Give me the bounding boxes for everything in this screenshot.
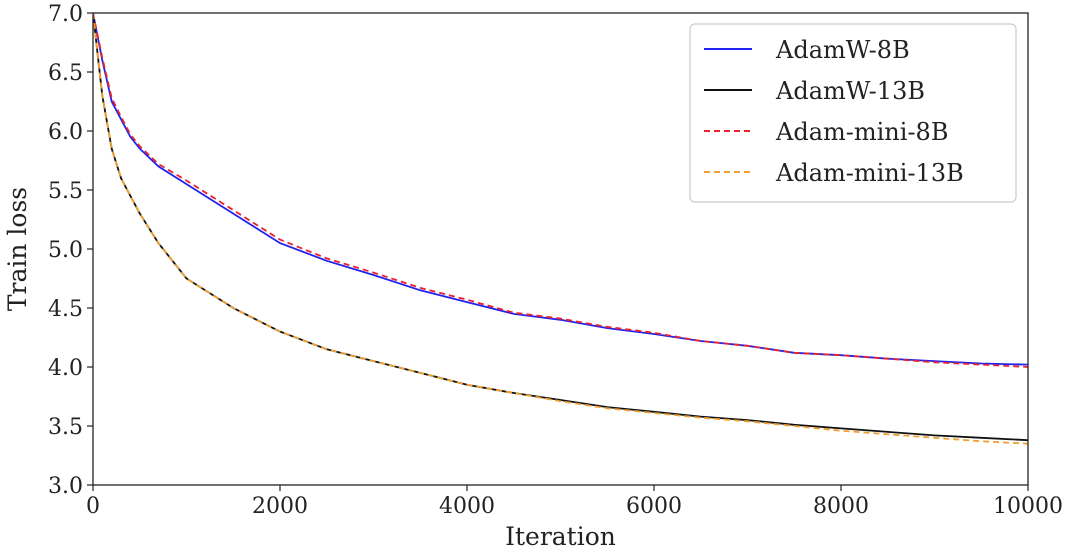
x-tick-label: 6000	[626, 494, 682, 519]
y-tick-label: 6.5	[48, 61, 83, 86]
legend-label: AdamW-13B	[775, 77, 925, 105]
y-tick-label: 4.5	[48, 297, 83, 322]
y-tick-label: 3.0	[48, 474, 83, 499]
y-axis-label: Train loss	[3, 187, 32, 311]
legend-box	[689, 23, 1017, 203]
series-line-3	[93, 13, 1028, 368]
x-tick-label: 0	[86, 494, 100, 519]
legend: AdamW-8B AdamW-13B Adam-mini-8B Adam-mini-1…	[689, 23, 1017, 203]
legend-label: Adam-mini-8B	[775, 118, 948, 146]
series-line-1	[93, 13, 1028, 366]
series-layer	[93, 13, 1028, 445]
x-tick-label: 8000	[813, 494, 869, 519]
y-tick-label: 5.5	[48, 179, 83, 204]
y-tick-label: 5.0	[48, 238, 83, 263]
series-line-4	[93, 13, 1028, 445]
axis-ticks: 0 2000 4000 6000 8000 10000 3.0 3.5 4.0 4.5 5.0 5.5…	[48, 2, 1063, 519]
y-tick-label: 3.5	[48, 415, 83, 440]
y-tick-label: 4.0	[48, 356, 83, 381]
x-axis-label: Iteration	[505, 522, 616, 551]
x-tick-label: 4000	[439, 494, 495, 519]
y-tick-label: 6.0	[48, 120, 83, 145]
legend-label: AdamW-8B	[775, 36, 910, 64]
y-tick-label: 7.0	[48, 2, 83, 27]
x-tick-label: 10000	[993, 494, 1063, 519]
x-tick-label: 2000	[252, 494, 308, 519]
legend-label: Adam-mini-13B	[775, 159, 964, 187]
